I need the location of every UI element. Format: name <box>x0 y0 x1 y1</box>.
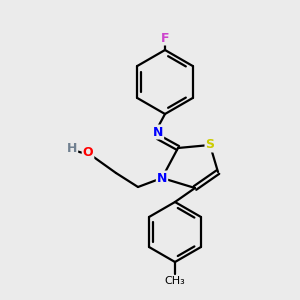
Text: F: F <box>161 32 169 44</box>
Text: H: H <box>67 142 77 155</box>
Text: N: N <box>157 172 167 184</box>
Text: CH₃: CH₃ <box>165 276 185 286</box>
Text: O: O <box>83 146 93 160</box>
Text: S: S <box>206 139 214 152</box>
Text: N: N <box>153 125 163 139</box>
